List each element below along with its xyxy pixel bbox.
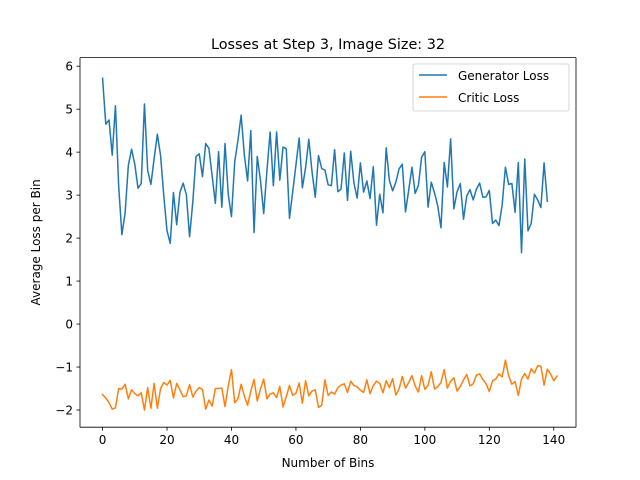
x-tick-label: 120 [478,433,501,447]
axes-frame [79,57,577,428]
y-tick-label: 2 [65,231,73,245]
y-tick-label: 4 [65,145,73,159]
x-tick-label: 60 [288,433,303,447]
y-tick-label: 5 [65,102,73,116]
y-tick-label: 1 [65,274,73,288]
y-axis-ticks: −2 −1 0 1 2 3 4 5 6 [55,59,80,417]
legend-label-critic: Critic Loss [458,91,519,105]
y-tick-label: 6 [65,59,73,73]
chart-title: Losses at Step 3, Image Size: 32 [211,37,445,53]
legend-box [412,63,570,112]
legend-label-generator: Generator Loss [458,69,549,83]
x-tick-label: 40 [224,433,239,447]
series-line-critic-loss [101,359,559,411]
plot-area [80,57,576,428]
y-tick-label: −1 [55,360,73,374]
x-tick-label: 140 [542,433,565,447]
legend: Generator Loss Critic Loss [412,63,570,112]
x-axis-label: Number of Bins [282,456,375,470]
y-tick-label: −2 [55,403,73,417]
x-axis-ticks: 0 20 40 60 80 100 120 140 [99,427,565,447]
series-line-generator-loss [101,77,549,254]
y-axis-label: Average Loss per Bin [29,179,43,305]
y-tick-label: 3 [65,188,73,202]
y-tick-label: 0 [65,317,73,331]
x-tick-label: 100 [413,433,436,447]
x-tick-label: 0 [99,433,107,447]
x-tick-label: 80 [353,433,368,447]
axes-background [80,57,576,428]
x-tick-label: 20 [159,433,174,447]
series-layer [101,77,559,411]
